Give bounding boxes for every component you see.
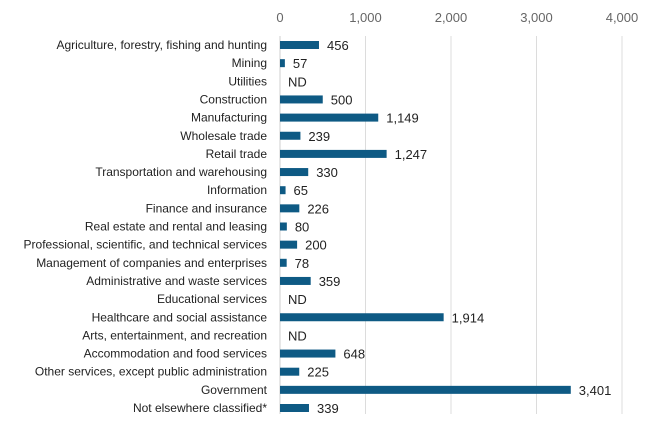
x-tick-label: 4,000 (606, 10, 639, 25)
value-label: 359 (319, 274, 341, 289)
bar (280, 404, 309, 412)
value-label: 1,247 (395, 147, 428, 162)
bar (280, 349, 336, 358)
category-label: Not elsewhere classified* (133, 401, 267, 415)
category-label: Professional, scientific, and technical … (24, 238, 267, 252)
value-label: 1,149 (386, 111, 419, 126)
value-labels: 456 57 ND 500 1,149 239 1,247 330 65 226 80 200 78 35… (288, 38, 611, 416)
bar (280, 149, 387, 158)
bar (280, 59, 285, 68)
category-label: Mining (232, 56, 267, 70)
category-label: Utilities (228, 74, 267, 88)
category-label: Transportation and warehousing (95, 165, 267, 179)
value-label: 1,914 (452, 310, 485, 325)
bar (280, 168, 309, 177)
category-label: Manufacturing (191, 111, 267, 125)
category-label: Information (207, 183, 267, 197)
category-label: Construction (200, 92, 267, 106)
category-label: Administrative and waste services (86, 274, 267, 288)
bar (280, 131, 301, 140)
value-label: 339 (317, 401, 339, 416)
value-label: 648 (343, 347, 365, 362)
category-label: Retail trade (206, 147, 268, 161)
category-label: Real estate and rental and leasing (85, 220, 267, 234)
category-label: Accommodation and food services (84, 347, 267, 361)
category-label: Healthcare and social assistance (92, 310, 268, 324)
bar (280, 41, 319, 49)
value-label: ND (288, 292, 307, 307)
category-label: Finance and insurance (146, 201, 268, 215)
category-label: Agriculture, forestry, fishing and hunti… (56, 38, 267, 52)
bar (280, 186, 286, 195)
category-label: Government (201, 383, 268, 397)
value-label: 65 (294, 183, 308, 198)
bar (280, 258, 287, 267)
value-label: 3,401 (579, 383, 612, 398)
bar (280, 222, 287, 231)
category-label: Other services, except public administra… (35, 365, 267, 379)
value-label: 456 (327, 38, 349, 53)
value-label: ND (288, 328, 307, 343)
value-label: ND (288, 74, 307, 89)
category-label: Educational services (157, 292, 267, 306)
bar (280, 385, 571, 394)
bars (280, 41, 571, 412)
bar (280, 95, 323, 104)
value-label: 200 (305, 238, 327, 253)
value-label: 80 (295, 220, 309, 235)
x-axis-ticks: 0 1,000 2,000 3,000 4,000 (276, 10, 638, 25)
bar (280, 240, 298, 249)
x-tick-label: 1,000 (349, 10, 382, 25)
category-label: Management of companies and enterprises (36, 256, 267, 270)
x-tick-label: 2,000 (435, 10, 468, 25)
value-label: 78 (295, 256, 309, 271)
category-label: Wholesale trade (180, 129, 267, 143)
bar (280, 367, 300, 376)
bar (280, 276, 311, 285)
bar (280, 313, 444, 322)
x-tick-label: 0 (276, 10, 283, 25)
value-label: 57 (293, 56, 307, 71)
category-labels: Agriculture, forestry, fishing and hunti… (24, 38, 268, 415)
value-label: 239 (308, 129, 330, 144)
value-label: 226 (307, 201, 329, 216)
category-label: Arts, entertainment, and recreation (82, 328, 267, 342)
bar (280, 204, 300, 213)
value-label: 225 (307, 365, 329, 380)
x-tick-label: 3,000 (520, 10, 553, 25)
value-label: 330 (316, 165, 338, 180)
bar (280, 113, 379, 122)
value-label: 500 (331, 92, 353, 107)
